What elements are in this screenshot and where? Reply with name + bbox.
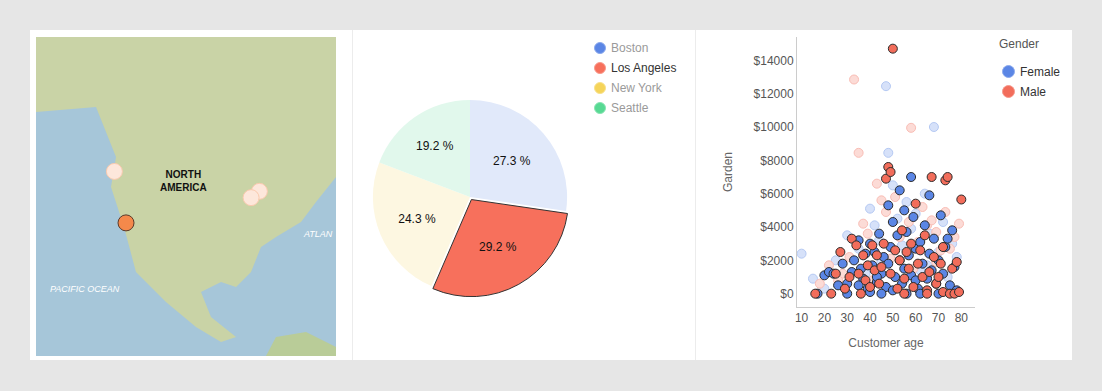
svg-text:Customer age: Customer age	[848, 336, 924, 350]
svg-text:NORTHAMERICA: NORTHAMERICA	[160, 169, 207, 193]
svg-text:80: 80	[955, 311, 969, 325]
svg-text:Garden: Garden	[721, 152, 735, 192]
svg-text:$6000: $6000	[760, 187, 794, 201]
html-text:Los Angeles: Los Angeles	[611, 61, 677, 75]
html-text:New York: New York	[611, 81, 662, 95]
svg-text:19.2 %: 19.2 %	[416, 139, 454, 153]
svg-text:$4000: $4000	[760, 220, 794, 234]
svg-text:24.3 %: 24.3 %	[398, 212, 436, 226]
svg-text:PACIFIC OCEAN: PACIFIC OCEAN	[50, 284, 120, 294]
svg-text:30: 30	[841, 311, 855, 325]
html-text:Gender: Gender	[999, 37, 1039, 51]
svg-text:10: 10	[795, 311, 809, 325]
svg-text:29.2 %: 29.2 %	[479, 240, 517, 254]
svg-text:40: 40	[863, 311, 877, 325]
html-text:Female: Female	[1020, 65, 1060, 79]
svg-text:$14000: $14000	[754, 54, 794, 68]
svg-text:$8000: $8000	[760, 154, 794, 168]
svg-text:ATLAN: ATLAN	[303, 229, 333, 239]
svg-text:70: 70	[932, 311, 946, 325]
svg-text:$0: $0	[780, 287, 794, 301]
svg-text:60: 60	[909, 311, 923, 325]
svg-text:$2000: $2000	[760, 254, 794, 268]
svg-text:50: 50	[886, 311, 900, 325]
html-text:Seattle: Seattle	[611, 101, 649, 115]
svg-text:20: 20	[818, 311, 832, 325]
html-text:Male: Male	[1020, 85, 1046, 99]
svg-text:27.3 %: 27.3 %	[493, 154, 531, 168]
html-text:Boston: Boston	[611, 41, 649, 55]
svg-text:$12000: $12000	[754, 87, 794, 101]
svg-text:$10000: $10000	[754, 120, 794, 134]
